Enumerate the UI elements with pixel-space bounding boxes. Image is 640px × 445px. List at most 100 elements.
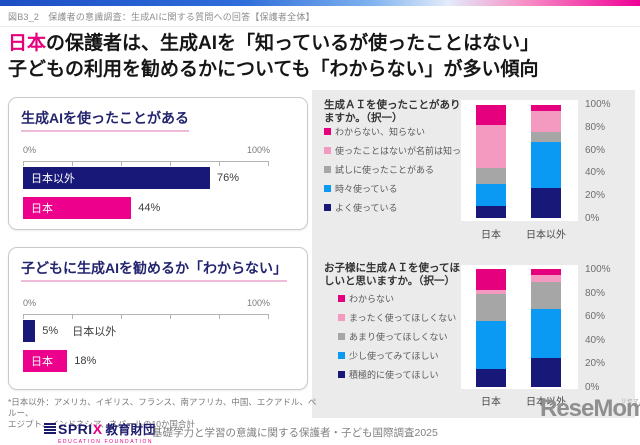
bar-category-label: 日本 bbox=[31, 203, 53, 215]
bar-category-label: 日本 bbox=[31, 356, 53, 368]
category-label: 日本以外 bbox=[526, 230, 566, 241]
bar bbox=[23, 320, 36, 342]
stacked-bar-日本以外 bbox=[531, 269, 561, 387]
x-axis-min-label: 0% bbox=[23, 298, 37, 308]
x-axis-labels: 0% 100% bbox=[23, 145, 270, 155]
axis-tick bbox=[170, 162, 171, 166]
legend-item: よく使っている bbox=[324, 203, 488, 213]
chart-title: 生成AIを使ったことがある bbox=[21, 108, 189, 132]
segment bbox=[531, 142, 561, 188]
bar: 日本 bbox=[23, 350, 68, 372]
legend-item: まったく使ってほしくない bbox=[338, 313, 456, 323]
y-tick-label: 80% bbox=[585, 287, 606, 299]
legend-item: わからない、知らない bbox=[324, 127, 488, 137]
x-axis-line bbox=[23, 314, 269, 319]
legend-label: 時々使っている bbox=[335, 184, 398, 194]
legend-swatch bbox=[324, 128, 331, 135]
legend-swatch bbox=[324, 166, 331, 173]
resemom-logo: リセマム ReseMom. bbox=[540, 396, 640, 422]
legend-item: 時々使っている bbox=[324, 184, 488, 194]
segment bbox=[476, 369, 506, 387]
bar: 日本 bbox=[23, 197, 132, 219]
y-tick-label: 100% bbox=[585, 99, 611, 110]
sprix-mark-icon bbox=[44, 422, 56, 435]
legend-swatch bbox=[324, 185, 331, 192]
bar-value-label: 44% bbox=[138, 202, 161, 214]
category-label: 日本 bbox=[481, 230, 501, 241]
bar-chart: 日本以外 76% 日本 44% bbox=[23, 167, 269, 227]
bar-row: 日本以外 76% bbox=[23, 167, 269, 189]
legend-item: わからない bbox=[338, 294, 456, 304]
bar-value-label: 76% bbox=[216, 172, 239, 184]
segment bbox=[531, 105, 561, 111]
chart-legend: わからない、知らない使ったことはないが名前は知っている試しに使ったことがある時々… bbox=[324, 127, 488, 222]
segment bbox=[476, 205, 506, 218]
legend-label: わからない bbox=[349, 294, 395, 304]
bar-value-label: 18% bbox=[74, 355, 97, 367]
brand-gradient-bar bbox=[0, 0, 640, 6]
axis-tick bbox=[72, 315, 73, 319]
survey-title: 基礎学力と学習の意識に関する保護者・子ども国際調査2025 bbox=[152, 427, 438, 439]
chart-title: 生成ＡＩを使ったことがありますか。（択一） bbox=[324, 99, 461, 124]
y-tick-label: 20% bbox=[585, 190, 606, 202]
segment bbox=[531, 274, 561, 282]
segment bbox=[476, 320, 506, 370]
axis-tick bbox=[268, 315, 269, 319]
bar-chart: 5% 日本以外 日本 18% bbox=[23, 320, 269, 380]
chart-title: お子様に生成ＡＩを使ってほしいと思いますか。（択一） bbox=[324, 262, 460, 287]
category-labels: 日本 日本以外 bbox=[461, 393, 578, 408]
header-divider bbox=[0, 26, 640, 27]
y-tick-label: 60% bbox=[585, 144, 606, 156]
y-tick-label: 0% bbox=[585, 381, 600, 393]
legend-label: 使ったことはないが名前は知っている bbox=[335, 146, 488, 156]
legend-label: まったく使ってほしくない bbox=[349, 313, 457, 323]
card-recommend-ai-unknown: 子どもに生成AIを勧めるか「わからない」 0% 100% 5% 日本以外 日本 18% bbox=[8, 247, 308, 390]
axis-tick bbox=[121, 315, 122, 319]
y-axis-tick-labels: 100% 80% 60% 40% 20% 0% bbox=[585, 99, 611, 224]
legend-item: 試しに使ったことがある bbox=[324, 165, 488, 175]
segment bbox=[476, 105, 506, 126]
segment bbox=[476, 184, 506, 206]
segment bbox=[531, 309, 561, 358]
stacked-bar-plot bbox=[461, 100, 578, 221]
detail-charts-panel: 生成ＡＩを使ったことがありますか。（択一） わからない、知らない使ったことはない… bbox=[312, 90, 635, 418]
legend-swatch bbox=[338, 352, 345, 359]
y-axis-tick-labels: 100% 80% 60% 40% 20% 0% bbox=[585, 264, 611, 393]
chart-legend: わからない まったく使ってほしくない あまり使ってほしくない 少し使ってみてほしい 積極… bbox=[338, 294, 456, 389]
axis-tick bbox=[268, 162, 269, 166]
footnote-line2: エジプト、インドネシア、ネパールの10か国合計 bbox=[8, 419, 195, 429]
segment bbox=[531, 187, 561, 218]
sprix-foundation-logo: SPRIX 教育財団 EDUCATION FOUNDATION bbox=[44, 419, 156, 445]
bar-value-label: 5% bbox=[42, 325, 59, 337]
stacked-bar-日本 bbox=[476, 105, 506, 218]
legend-label: あまり使ってほしくない bbox=[349, 332, 448, 342]
resemom-ruby: リセマム bbox=[621, 399, 640, 405]
segment bbox=[531, 282, 561, 310]
stacked-bar-日本 bbox=[476, 269, 506, 387]
footnote: *日本以外：アメリカ、イギリス、フランス、南アフリカ、中国、エクアドル、ペルー、… bbox=[8, 397, 318, 430]
legend-swatch bbox=[324, 147, 331, 154]
axis-tick bbox=[72, 162, 73, 166]
axis-tick bbox=[23, 162, 24, 166]
card-used-generative-ai: 生成AIを使ったことがある 0% 100% 日本以外 76% 日本 44% bbox=[8, 97, 308, 230]
segment bbox=[531, 269, 561, 275]
figure-label: 図B3_2 保護者の意識調査：生成AIに関する質問への回答【保護者全体】 bbox=[8, 12, 315, 22]
segment bbox=[476, 168, 506, 185]
sprix-logo-x: X bbox=[92, 420, 103, 437]
page-title-line2: 子どもの利用を勧めるかについても「わからない」が多い傾向 bbox=[8, 59, 539, 80]
sprix-logo-text: SPRIX bbox=[58, 420, 103, 437]
bar: 日本以外 bbox=[23, 167, 210, 189]
legend-swatch bbox=[338, 371, 345, 378]
legend-label: 積極的に使ってほしい bbox=[349, 370, 439, 380]
segment bbox=[476, 269, 506, 291]
page-title-highlight: 日本 bbox=[8, 33, 47, 54]
legend-swatch bbox=[338, 314, 345, 321]
stacked-bar-plot bbox=[461, 265, 578, 389]
axis-tick bbox=[219, 315, 220, 319]
axis-tick bbox=[170, 315, 171, 319]
stacked-bar-日本以外 bbox=[531, 105, 561, 218]
axis-tick bbox=[23, 315, 24, 319]
bar-row: 日本 44% bbox=[23, 197, 269, 219]
y-tick-label: 0% bbox=[585, 212, 600, 224]
y-tick-label: 20% bbox=[585, 358, 606, 370]
